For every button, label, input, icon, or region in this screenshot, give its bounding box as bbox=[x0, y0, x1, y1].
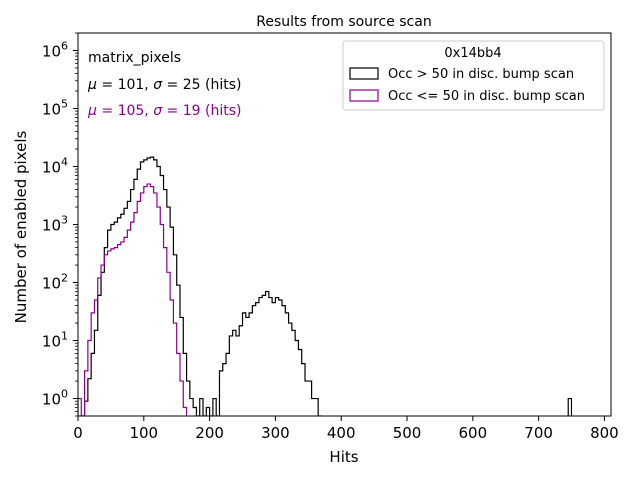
x-tick-label-6: 600 bbox=[458, 424, 487, 442]
x-tick-label-3: 300 bbox=[261, 424, 290, 442]
legend-swatch-occ-low bbox=[349, 89, 379, 102]
x-tick-label-2: 200 bbox=[195, 424, 224, 442]
legend-title: 0x14bb4 bbox=[444, 46, 501, 61]
annotation-stats-occ-low: μ = 105, σ = 19 (hits) bbox=[87, 103, 241, 119]
annotation-label: matrix_pixels bbox=[88, 50, 181, 66]
x-tick-label-0: 0 bbox=[73, 424, 83, 442]
y-axis: 100 101 102 103 104 105 106 bbox=[42, 32, 78, 417]
y-axis-label: Number of enabled pixels bbox=[12, 130, 30, 323]
annotation-stats-occ-high: μ = 101, σ = 25 (hits) bbox=[87, 77, 241, 93]
x-tick-label-5: 500 bbox=[393, 424, 422, 442]
chart-title: Results from source scan bbox=[256, 14, 431, 30]
y-tick-label-6: 106 bbox=[42, 39, 68, 60]
series-line-0 bbox=[81, 157, 571, 416]
legend-box bbox=[342, 40, 605, 111]
legend-entry-occ-high: Occ > 50 in disc. bump scan bbox=[388, 67, 574, 82]
x-axis: 0 100 200 300 400 500 600 700 800 bbox=[73, 416, 619, 442]
x-axis-label: Hits bbox=[329, 448, 358, 466]
y-tick-label-1: 101 bbox=[42, 330, 68, 351]
series-line-1 bbox=[78, 184, 187, 416]
x-tick-label-4: 400 bbox=[327, 424, 356, 442]
legend: 0x14bb4 Occ > 50 in disc. bump scan Occ … bbox=[342, 40, 605, 111]
y-tick-label-0: 100 bbox=[42, 388, 68, 409]
stats-annotation: matrix_pixels μ = 101, σ = 25 (hits) μ =… bbox=[87, 50, 241, 119]
x-tick-label-7: 700 bbox=[524, 424, 553, 442]
series-layer bbox=[78, 157, 572, 416]
legend-entry-occ-low: Occ <= 50 in disc. bump scan bbox=[388, 89, 585, 104]
legend-swatch-occ-high bbox=[349, 67, 379, 80]
x-tick-label-1: 100 bbox=[129, 424, 158, 442]
y-tick-label-5: 105 bbox=[42, 97, 68, 118]
y-tick-label-2: 102 bbox=[42, 272, 68, 293]
y-tick-label-3: 103 bbox=[42, 214, 68, 235]
y-tick-label-4: 104 bbox=[42, 155, 68, 176]
x-tick-label-8: 800 bbox=[590, 424, 619, 442]
